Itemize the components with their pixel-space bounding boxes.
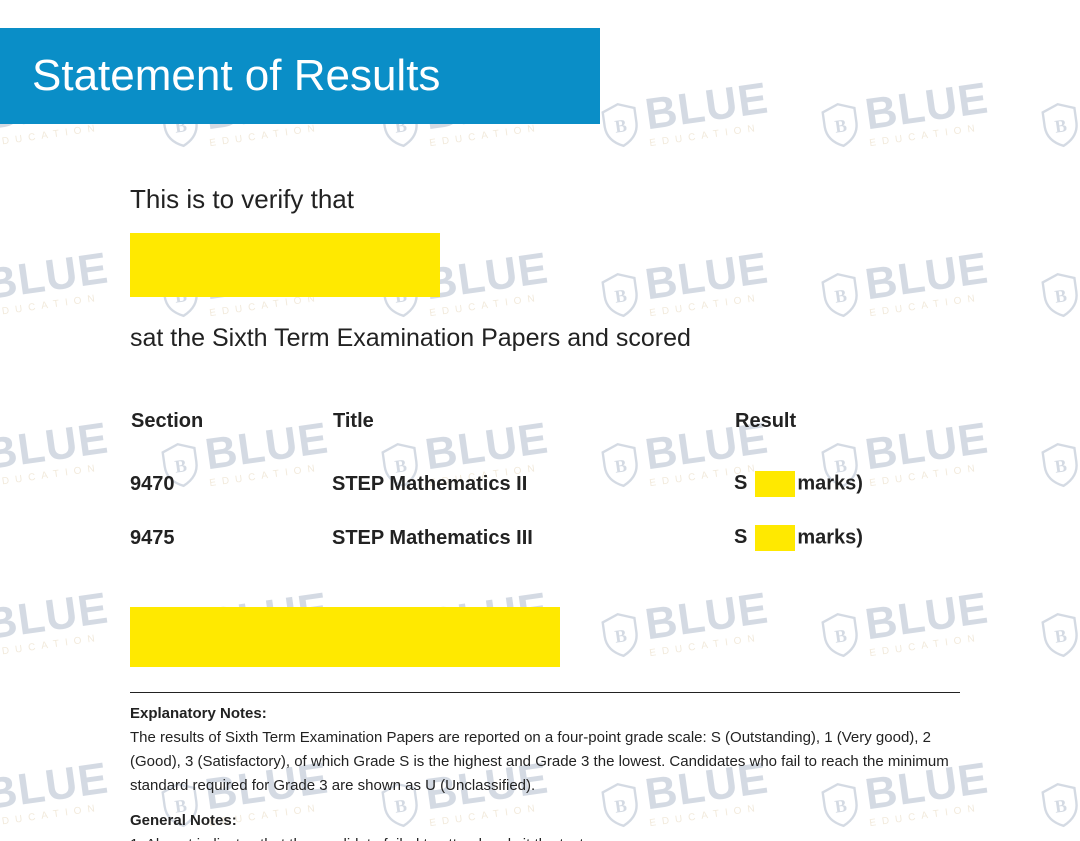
- cell-result: Smarks): [734, 511, 960, 565]
- redacted-marks: [755, 471, 795, 497]
- result-marks-suffix: marks): [797, 526, 863, 548]
- cell-title: STEP Mathematics III: [332, 511, 734, 565]
- col-header-result: Result: [734, 409, 960, 457]
- intro-line-2: sat the Sixth Term Examination Papers an…: [130, 324, 960, 353]
- table-row: 9470 STEP Mathematics II Smarks): [130, 457, 960, 511]
- result-grade: S: [734, 526, 753, 549]
- page-title: Statement of Results: [32, 51, 440, 101]
- cell-result: Smarks): [734, 457, 960, 511]
- intro-line-1: This is to verify that: [130, 184, 960, 215]
- redacted-signature: [130, 607, 560, 667]
- redacted-name: [130, 233, 440, 297]
- document-body: This is to verify that sat the Sixth Ter…: [0, 124, 1080, 841]
- table-header-row: Section Title Result: [130, 409, 960, 457]
- cell-title: STEP Mathematics II: [332, 457, 734, 511]
- explanatory-notes-body: The results of Sixth Term Examination Pa…: [130, 726, 960, 798]
- col-header-section: Section: [130, 409, 332, 457]
- cell-section: 9475: [130, 511, 332, 565]
- result-marks-suffix: marks): [797, 472, 863, 494]
- cell-section: 9470: [130, 457, 332, 511]
- col-header-title: Title: [332, 409, 734, 457]
- redacted-marks: [755, 525, 795, 551]
- explanatory-notes-heading: Explanatory Notes:: [130, 705, 960, 722]
- table-row: 9475 STEP Mathematics III Smarks): [130, 511, 960, 565]
- results-table: Section Title Result 9470 STEP Mathemati…: [130, 409, 960, 565]
- divider: [130, 692, 960, 693]
- general-notes-body: 1. Absent indicates that the candidate f…: [130, 833, 960, 841]
- result-grade: S: [734, 472, 753, 495]
- header-band: Statement of Results: [0, 28, 600, 124]
- general-notes-heading: General Notes:: [130, 812, 960, 829]
